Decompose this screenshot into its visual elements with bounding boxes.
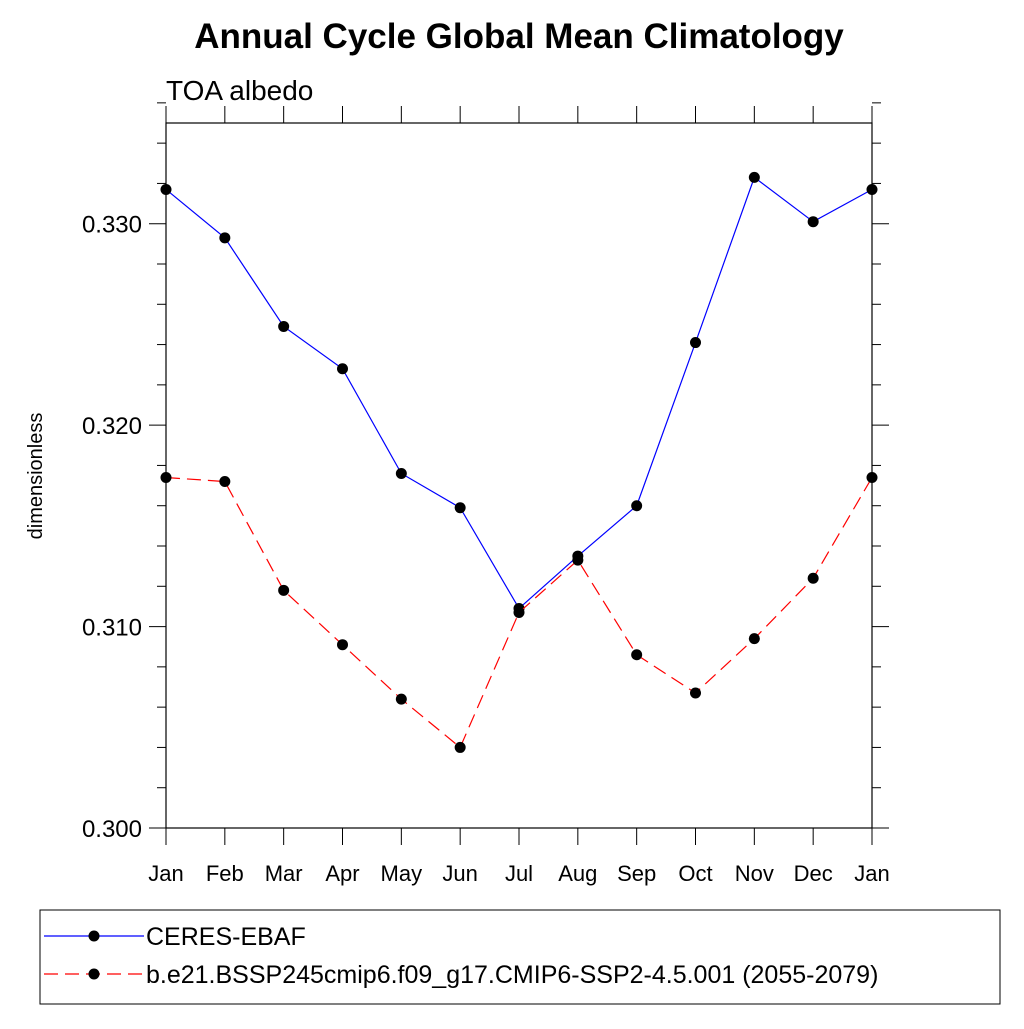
data-point [337, 363, 348, 375]
data-point [748, 633, 760, 645]
data-point [572, 554, 584, 566]
data-point [337, 639, 348, 651]
y-axis-label: dimensionless [25, 413, 47, 540]
y-tick-label: 0.310 [82, 615, 142, 642]
legend-label: CERES-EBAF [146, 923, 306, 951]
x-tick-label: Jun [442, 861, 477, 886]
x-tick-label: Oct [678, 861, 712, 886]
y-tick-label: 0.330 [82, 212, 142, 239]
data-point [395, 693, 407, 705]
legend-label: b.e21.BSSP245cmip6.f09_g17.CMIP6-SSP2-4.… [146, 961, 878, 989]
y-tick-label: 0.300 [82, 816, 142, 843]
data-point [219, 476, 231, 488]
data-point [631, 649, 643, 661]
x-tick-label: Apr [325, 861, 359, 886]
data-point [866, 472, 878, 484]
data-point [454, 741, 466, 753]
data-point [513, 606, 525, 618]
data-point [690, 337, 701, 349]
x-tick-label: Jan [854, 861, 889, 886]
plot-frame [165, 122, 873, 829]
data-point [807, 572, 819, 584]
axis-ticks: 0.300 0.310 0.320 0.330 Jan Feb Mar Apr May Jun Ju… [82, 102, 890, 886]
data-point [454, 502, 466, 514]
series-line-0 [165, 176, 873, 610]
data-point [866, 183, 878, 195]
chart-title: Annual Cycle Global Mean Climatology [194, 17, 844, 56]
x-tick-label: Sep [617, 861, 656, 886]
series-layer [160, 171, 878, 753]
data-point [807, 216, 819, 228]
data-point [748, 171, 760, 183]
data-point [278, 584, 290, 596]
data-point [219, 232, 231, 244]
data-point [690, 687, 701, 699]
y-tick-label: 0.320 [82, 413, 142, 440]
x-tick-label: Mar [265, 861, 303, 886]
x-tick-label: Aug [558, 861, 597, 886]
x-tick-label: Feb [206, 861, 244, 886]
data-point [160, 472, 172, 484]
x-tick-label: May [381, 861, 423, 886]
x-tick-label: Nov [735, 861, 774, 886]
x-tick-label: Jan [148, 861, 183, 886]
data-point [395, 467, 407, 479]
chart-subtitle: TOA albedo [166, 75, 313, 106]
legend-marker [88, 968, 100, 980]
x-tick-label: Dec [794, 861, 833, 886]
legend-marker [88, 930, 100, 942]
legend-box [39, 909, 1001, 1005]
legend: CERES-EBAF b.e21.BSSP245cmip6.f09_g17.CMI… [39, 909, 1001, 1005]
data-point [160, 183, 172, 195]
data-point [278, 320, 290, 332]
data-point [631, 500, 643, 512]
x-tick-label: Jul [505, 861, 533, 886]
